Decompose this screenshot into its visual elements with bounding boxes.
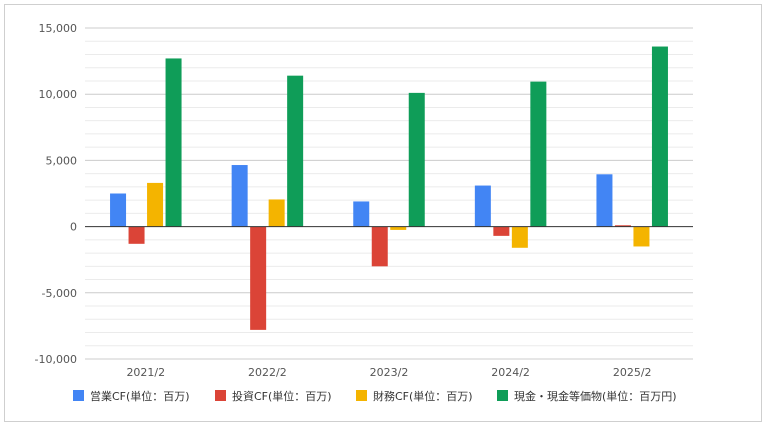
y-tick-label: -10,000 — [35, 353, 77, 366]
bar-2-2023-2 — [371, 226, 388, 267]
bar-2-2021-2 — [128, 226, 145, 244]
y-tick-label: 0 — [70, 221, 77, 234]
x-tick-label: 2025/2 — [613, 366, 652, 379]
bars — [110, 46, 668, 330]
legend-swatch — [497, 390, 508, 401]
x-tick-label: 2023/2 — [370, 366, 409, 379]
y-tick-label: 15,000 — [39, 22, 78, 35]
bar-3-2021-2 — [147, 182, 164, 227]
x-tick-label: 2021/2 — [126, 366, 165, 379]
legend-label: 投資CF(単位：百万) — [232, 389, 332, 403]
y-tick-label: 10,000 — [39, 88, 78, 101]
bar-4-2021-2 — [165, 58, 182, 227]
y-tick-label: 5,000 — [46, 154, 78, 167]
bar-1-2025-2 — [596, 174, 613, 227]
bar-4-2023-2 — [408, 92, 425, 227]
y-axis: 15,000 10,000 5,000 0 -5,000 -10,000 — [35, 22, 77, 366]
x-axis: 2021/2 2022/2 2023/2 2024/2 2025/2 — [85, 226, 693, 379]
bar-2-2025-2 — [614, 225, 631, 227]
bar-2-2024-2 — [493, 226, 510, 236]
bar-3-2022-2 — [268, 199, 285, 227]
bar-2-2022-2 — [250, 226, 267, 330]
x-tick-label: 2022/2 — [248, 366, 287, 379]
bar-1-2022-2 — [231, 165, 248, 227]
bar-1-2024-2 — [474, 185, 491, 227]
bar-1-2021-2 — [110, 193, 127, 227]
legend-label: 現金・現金等価物(単位：百万円) — [514, 389, 677, 403]
legend-label: 財務CF(単位：百万) — [373, 389, 473, 403]
legend: 営業CF(単位：百万) 投資CF(単位：百万) 財務CF(単位：百万) 現金・現金等価… — [73, 389, 677, 403]
bar-3-2023-2 — [390, 226, 407, 230]
bar-3-2024-2 — [511, 226, 528, 248]
y-tick-label: -5,000 — [42, 287, 77, 300]
legend-label: 営業CF(単位：百万) — [90, 389, 190, 403]
bar-3-2025-2 — [633, 226, 650, 247]
legend-swatch — [73, 390, 84, 401]
bar-4-2025-2 — [651, 46, 668, 227]
bar-4-2024-2 — [530, 81, 547, 227]
legend-swatch — [215, 390, 226, 401]
legend-swatch — [356, 390, 367, 401]
x-tick-label: 2024/2 — [491, 366, 530, 379]
bar-1-2023-2 — [353, 201, 370, 227]
bar-4-2022-2 — [287, 75, 304, 227]
